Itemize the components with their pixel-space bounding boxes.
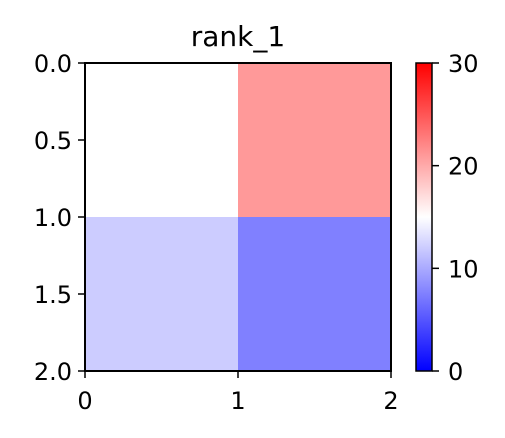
y-tick-label: 0.5 xyxy=(34,127,72,155)
heatmap-cell-r0-c0 xyxy=(85,63,239,218)
heatmap-cells xyxy=(85,63,392,372)
colorbar-ticks: 0 10 20 30 xyxy=(432,50,479,386)
y-tick-label: 1.5 xyxy=(34,281,72,309)
y-axis-ticks: 0.0 0.5 1.0 1.5 2.0 xyxy=(34,50,85,386)
colorbar-tick-label: 0 xyxy=(448,358,463,386)
y-tick-label: 2.0 xyxy=(34,358,72,386)
colorbar xyxy=(415,62,433,372)
y-tick-label: 1.0 xyxy=(34,204,72,232)
heatmap-cell-r1-c0 xyxy=(85,217,239,372)
colorbar-tick-label: 10 xyxy=(448,255,479,283)
x-tick-label: 1 xyxy=(230,387,245,415)
colorbar-tick-label: 20 xyxy=(448,153,479,181)
x-tick-label: 2 xyxy=(383,387,398,415)
chart-title: rank_1 xyxy=(191,20,285,53)
x-axis-ticks: 0 1 2 xyxy=(77,371,399,415)
colorbar-tick-label: 30 xyxy=(448,50,479,78)
y-tick-label: 0.0 xyxy=(34,50,72,78)
x-tick-label: 0 xyxy=(77,387,92,415)
heatmap-cell-r1-c1 xyxy=(238,217,392,372)
heatmap-cell-r0-c1 xyxy=(238,63,392,218)
